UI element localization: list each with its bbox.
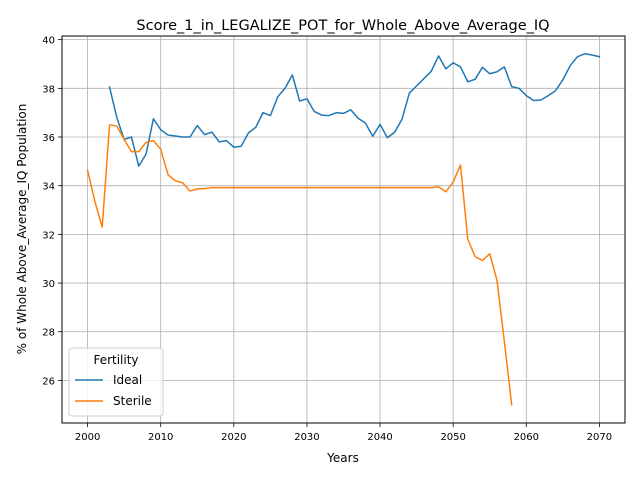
x-tick-label: 2030: [294, 432, 319, 443]
plot-frame: [61, 35, 626, 424]
y-tick-label: 38: [42, 84, 55, 95]
grid-lines: [62, 36, 625, 423]
x-tick-label: 2070: [587, 432, 612, 443]
legend-box: [68, 347, 164, 417]
x-tick-label: 2000: [75, 432, 100, 443]
y-tick-label: 34: [42, 182, 55, 193]
x-tick-label: 2020: [221, 432, 246, 443]
series-line-sterile: [86, 124, 513, 406]
y-tick-label: 26: [42, 376, 55, 387]
series-layer: [86, 53, 601, 406]
x-tick-label: 2010: [148, 432, 173, 443]
x-axis: 2000 2010 2020 2030 2040 2050 2060 2070: [75, 423, 612, 443]
x-tick-label: 2040: [367, 432, 392, 443]
legend-title: Fertility: [93, 353, 138, 367]
y-tick-label: 36: [42, 133, 55, 144]
y-tick-label: 40: [42, 36, 55, 47]
chart-title: Score_1_in_LEGALIZE_POT_for_Whole_Above_…: [136, 18, 549, 34]
y-axis: 26 28 30 32 34 36 38 40: [42, 36, 62, 387]
x-axis-label: Years: [326, 451, 359, 465]
legend-label-ideal: Ideal: [113, 373, 142, 387]
series-line-ideal: [108, 53, 601, 167]
legend-label-sterile: Sterile: [113, 394, 152, 408]
legend: Fertility Ideal Sterile: [68, 347, 164, 417]
y-tick-label: 30: [42, 279, 55, 290]
y-tick-label: 28: [42, 328, 55, 339]
x-tick-label: 2060: [514, 432, 539, 443]
y-axis-label: % of Whole Above_Average_IQ Population: [15, 104, 29, 355]
x-tick-label: 2050: [440, 432, 465, 443]
y-tick-label: 32: [42, 230, 55, 241]
